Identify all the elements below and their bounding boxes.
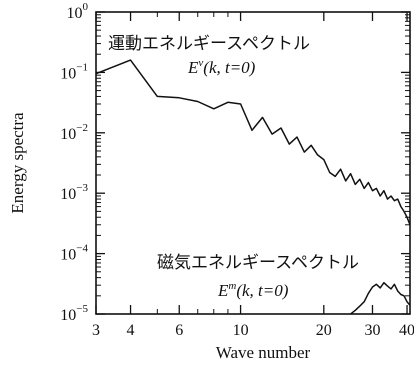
kinetic-energy-symbol: Ev(k, t=0) — [187, 57, 256, 77]
x-tick-label: 4 — [127, 322, 135, 339]
kinetic-energy-title: 運動エネルギースペクトル — [108, 34, 310, 54]
plot-frame — [95, 11, 411, 315]
y-tick-label: 10−1 — [60, 61, 88, 82]
kinetic-energy-annotation: 運動エネルギースペクトル Ev(k, t=0) — [108, 34, 310, 77]
y-tick-label: 10−2 — [60, 122, 88, 143]
y-tick-label: 10−3 — [60, 182, 88, 203]
x-tick-label: 40 — [399, 322, 414, 339]
magnetic-energy-spectrum-line — [350, 281, 411, 315]
y-axis-label: Energy spectra — [8, 112, 27, 214]
x-tick-label: 30 — [364, 322, 380, 339]
series-layer — [95, 59, 411, 315]
y-tick-label: 100 — [67, 1, 89, 22]
x-tick-label: 10 — [233, 322, 249, 339]
x-tick-label: 20 — [316, 322, 332, 339]
x-axis-label: Wave number — [216, 343, 311, 362]
y-tick-label: 10−5 — [60, 303, 88, 324]
x-tick-label: 3 — [92, 322, 100, 339]
magnetic-energy-title: 磁気エネルギースペクトル — [157, 253, 359, 273]
kinetic-energy-spectrum-line — [95, 59, 411, 226]
y-tick-label: 10−4 — [60, 243, 88, 264]
x-tick-label: 6 — [175, 322, 183, 339]
magnetic-energy-annotation: 磁気エネルギースペクトル Em(k, t=0) — [157, 253, 359, 300]
magnetic-energy-symbol: Em(k, t=0) — [217, 280, 289, 300]
